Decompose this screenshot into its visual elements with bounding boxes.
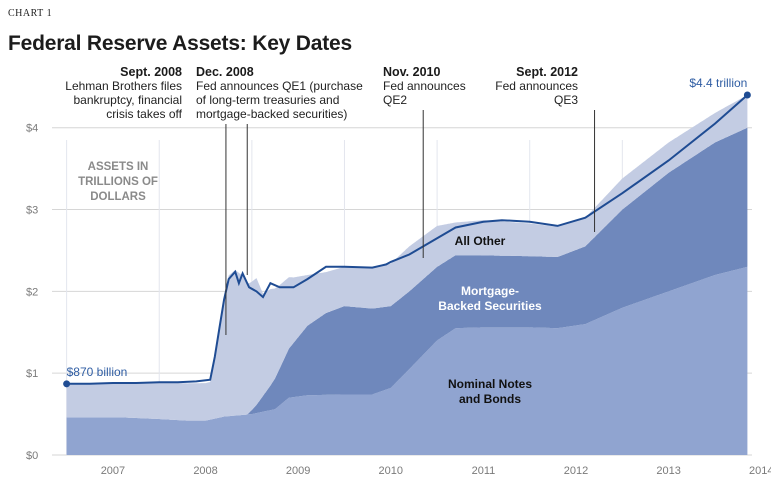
annotation-text: Fed announces <box>383 79 466 93</box>
annotation-text: QE3 <box>554 93 578 107</box>
y-tick-label: $2 <box>26 286 38 298</box>
annotation-date: Dec. 2008 <box>196 65 254 79</box>
y-tick-label: $0 <box>26 450 38 462</box>
annotation-text: bankruptcy, financial <box>73 93 182 107</box>
total-assets-line <box>66 94 749 385</box>
annotation-text: Lehman Brothers files <box>65 79 182 93</box>
annotation-text: Fed announces <box>495 79 578 93</box>
series-label: Nominal Notes <box>448 377 532 391</box>
series-label: Backed Securities <box>438 299 542 313</box>
area-mortgage-backed <box>66 127 748 421</box>
x-tick-label: 2012 <box>564 465 588 477</box>
y-axis-label: ASSETS IN <box>88 161 149 173</box>
area-nominal-notes <box>66 266 748 455</box>
x-tick-label: 2008 <box>193 465 217 477</box>
annotation-text: of long-term treasuries and <box>196 93 339 107</box>
annotation-text: crisis takes off <box>106 107 182 121</box>
series-label: Mortgage- <box>461 284 519 298</box>
x-tick-label: 2007 <box>101 465 125 477</box>
area-all-other <box>66 95 748 421</box>
endpoint-marker <box>63 380 71 388</box>
y-tick-label: $3 <box>26 205 38 217</box>
x-tick-label: 2010 <box>379 465 403 477</box>
chart-number-label: CHART 1 <box>8 8 53 19</box>
annotation-text: Fed announces QE1 (purchase <box>196 79 363 93</box>
y-tick-label: $1 <box>26 368 38 380</box>
x-tick-label: 2014 <box>749 465 771 477</box>
x-tick-label: 2011 <box>472 465 496 477</box>
endpoint-label-end: $4.4 trillion <box>689 76 747 90</box>
y-axis-label: DOLLARS <box>90 191 146 203</box>
y-tick-label: $4 <box>26 123 38 135</box>
series-label: All Other <box>455 234 506 248</box>
annotation-date: Sept. 2008 <box>120 65 182 79</box>
y-axis-label: TRILLIONS OF <box>78 176 158 188</box>
annotation-date: Nov. 2010 <box>383 65 440 79</box>
annotation-text: QE2 <box>383 93 407 107</box>
endpoint-marker <box>743 91 751 99</box>
x-tick-label: 2013 <box>656 465 680 477</box>
series-label: and Bonds <box>459 392 521 406</box>
annotation-text: mortgage-backed securities) <box>196 107 347 121</box>
x-tick-label: 2009 <box>286 465 310 477</box>
annotation-date: Sept. 2012 <box>516 65 578 79</box>
chart-title: Federal Reserve Assets: Key Dates <box>8 32 352 55</box>
endpoint-label-start: $870 billion <box>67 365 128 379</box>
